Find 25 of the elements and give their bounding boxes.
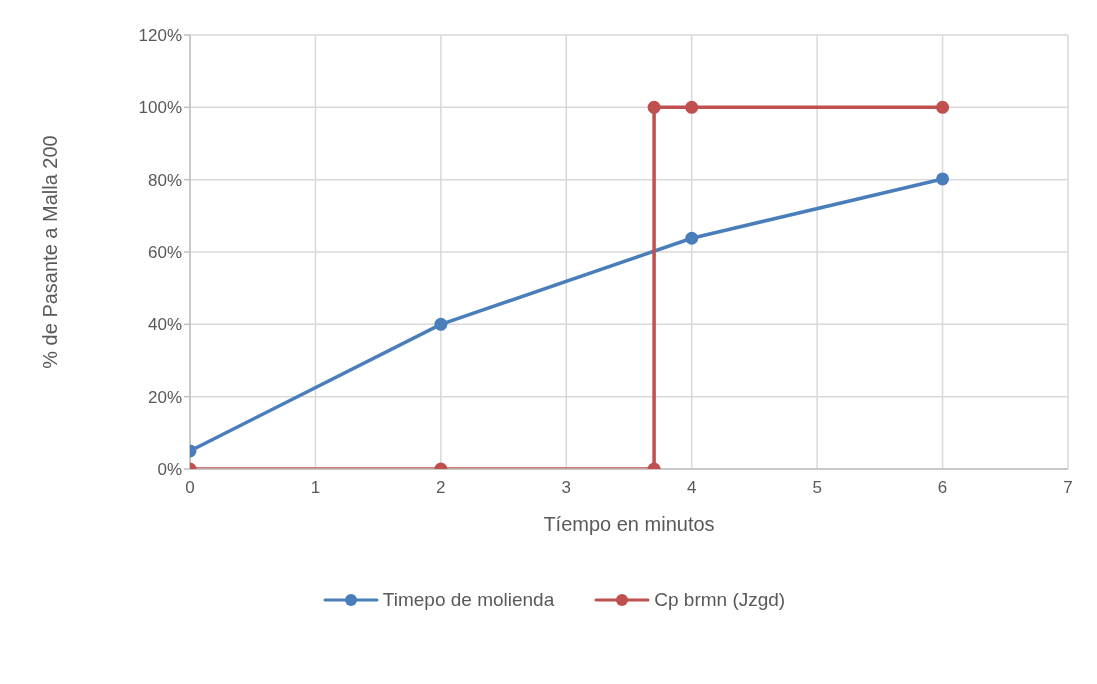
point bbox=[936, 100, 950, 114]
point bbox=[936, 172, 950, 186]
point bbox=[434, 317, 448, 331]
y-axis-title: % de Pasante a Malla 200 bbox=[39, 135, 62, 369]
x-tick-label: 3 bbox=[561, 478, 572, 498]
x-tick-label: 7 bbox=[1063, 478, 1073, 498]
x-tick-label: 0 bbox=[185, 478, 195, 498]
point bbox=[647, 100, 661, 114]
x-tick-label: 2 bbox=[436, 478, 446, 498]
y-tick-label: 80% bbox=[147, 170, 182, 190]
legend-label: Cp brmn (Jzgd) bbox=[654, 589, 786, 611]
point bbox=[685, 100, 699, 114]
y-tick-label: 120% bbox=[138, 26, 182, 46]
legend-label: Timepo de molienda bbox=[382, 589, 555, 611]
y-tick-label: 0% bbox=[157, 460, 182, 480]
x-tick-label: 5 bbox=[812, 478, 822, 498]
x-tick-label: 6 bbox=[937, 478, 948, 498]
y-tick-label: 20% bbox=[147, 387, 182, 407]
x-tick-label: 4 bbox=[686, 478, 697, 498]
point bbox=[685, 231, 699, 245]
y-tick-label: 100% bbox=[138, 98, 182, 118]
y-tick-label: 60% bbox=[147, 243, 182, 263]
x-tick-label: 1 bbox=[310, 478, 321, 498]
y-tick-label: 40% bbox=[147, 315, 182, 335]
x-axis-title: Tíempo en minutos bbox=[543, 513, 715, 535]
